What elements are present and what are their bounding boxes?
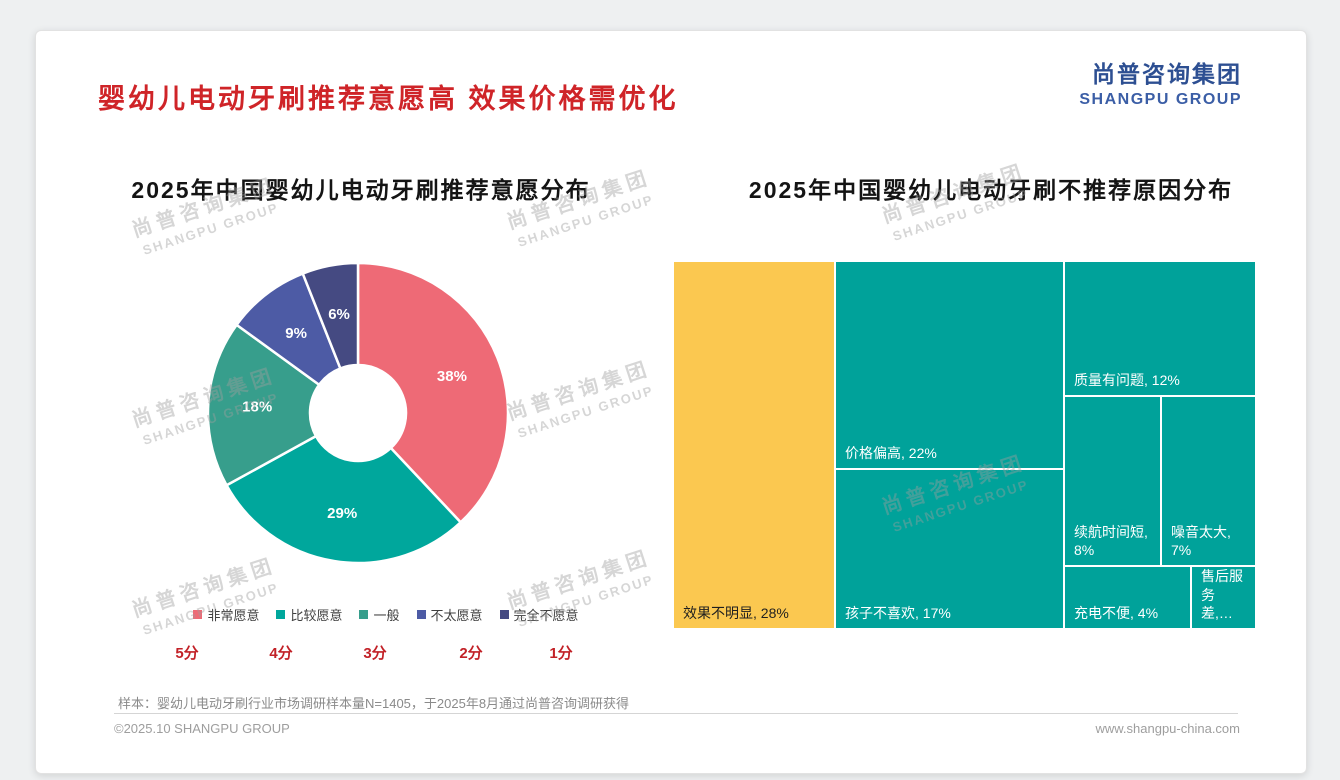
sample-note: 样本：婴幼儿电动牙刷行业市场调研样本量N=1405，于2025年8月通过尚普咨询…	[118, 696, 630, 711]
treemap-cell-label: 续航时间短, 8%	[1074, 523, 1148, 558]
watermark-chinese: 尚普咨询集团	[504, 357, 654, 425]
legend-item: 比较愿意	[276, 605, 342, 624]
treemap-cell-label: 噪音太大, 7%	[1171, 523, 1231, 558]
legend-label: 完全不愿意	[513, 608, 579, 623]
donut-slice-4	[301, 261, 360, 370]
donut-chart-title: 2025年中国婴幼儿电动牙刷推荐意愿分布	[131, 177, 591, 203]
legend-label: 不太愿意	[430, 608, 483, 623]
slide: 婴幼儿电动牙刷推荐意愿高 效果价格需优化 尚普咨询集团 SHANGPU GROU…	[35, 30, 1307, 774]
treemap-cell: 质量有问题, 12%	[1064, 261, 1256, 396]
score-label: 5分	[175, 645, 199, 662]
donut-slice-value: 9%	[285, 325, 307, 342]
watermark-english: SHANGPU GROUP	[140, 199, 281, 258]
treemap-cell-label: 售后服务差,…	[1201, 568, 1243, 621]
donut-slice-value: 38%	[437, 368, 467, 385]
legend-item: 非常愿意	[193, 605, 259, 624]
logo-chinese-text: 尚普咨询集团	[1092, 61, 1242, 87]
legend-swatch	[276, 610, 286, 619]
watermark: 尚普咨询集团 SHANGPU GROUP	[503, 352, 660, 442]
legend-label: 非常愿意	[207, 608, 260, 623]
footer-divider	[114, 713, 1238, 714]
treemap-cell-label: 效果不明显, 28%	[683, 604, 789, 621]
treemap-cell-label: 充电不便, 4%	[1074, 604, 1159, 621]
treemap-cell: 充电不便, 4%	[1064, 566, 1191, 629]
donut-slice-value: 29%	[327, 505, 357, 522]
donut-slice-value: 18%	[242, 399, 272, 416]
legend-item: 一般	[359, 605, 400, 624]
donut-slice-value: 6%	[328, 306, 350, 323]
donut-legend: 非常愿意 比较愿意 一般 不太愿意 完全不愿意	[106, 605, 666, 624]
treemap-cell: 效果不明显, 28%	[673, 261, 835, 629]
legend-label: 一般	[373, 608, 400, 623]
score-label: 1分	[549, 645, 573, 662]
treemap-cell: 售后服务差,…	[1191, 566, 1256, 629]
treemap-chart-title: 2025年中国婴幼儿电动牙刷不推荐原因分布	[748, 177, 1234, 203]
treemap-cell: 孩子不喜欢, 17%	[835, 469, 1064, 629]
legend-swatch	[499, 610, 509, 619]
treemap-cell: 续航时间短, 8%	[1064, 396, 1161, 566]
donut-svg: 38% 29% 18% 9% 6%	[206, 261, 510, 565]
score-label: 3分	[363, 645, 387, 662]
watermark-chinese: 尚普咨询集团	[504, 546, 654, 614]
treemap-cell-label: 价格偏高, 22%	[845, 444, 937, 461]
donut-chart: 38% 29% 18% 9% 6%	[198, 253, 518, 573]
treemap-cell: 价格偏高, 22%	[835, 261, 1064, 469]
legend-label: 比较愿意	[290, 608, 343, 623]
score-label: 4分	[269, 645, 293, 662]
watermark-english: SHANGPU GROUP	[515, 382, 656, 441]
treemap-cell: 噪音太大, 7%	[1161, 396, 1256, 566]
legend-swatch	[193, 610, 203, 619]
legend-swatch	[359, 610, 369, 619]
legend-item: 完全不愿意	[499, 605, 579, 624]
legend-item: 不太愿意	[416, 605, 483, 624]
company-logo: 尚普咨询集团 SHANGPU GROUP	[1079, 55, 1242, 109]
donut-slice-0	[356, 261, 510, 525]
donut-slice-1	[224, 434, 463, 565]
treemap-cell-label: 孩子不喜欢, 17%	[845, 604, 951, 621]
treemap-chart: 效果不明显, 28% 价格偏高, 22% 孩子不喜欢, 17% 质量有问题, 1…	[673, 261, 1256, 629]
logo-english-text: SHANGPU GROUP	[1079, 91, 1242, 108]
page-title: 婴幼儿电动牙刷推荐意愿高 效果价格需优化	[98, 84, 679, 114]
score-label: 2分	[459, 645, 483, 662]
footer-copyright: ©2025.10 SHANGPU GROUP	[114, 721, 290, 736]
legend-swatch	[416, 610, 426, 619]
treemap-cell-label: 质量有问题, 12%	[1074, 371, 1180, 388]
footer-website: www.shangpu-china.com	[1095, 721, 1240, 736]
